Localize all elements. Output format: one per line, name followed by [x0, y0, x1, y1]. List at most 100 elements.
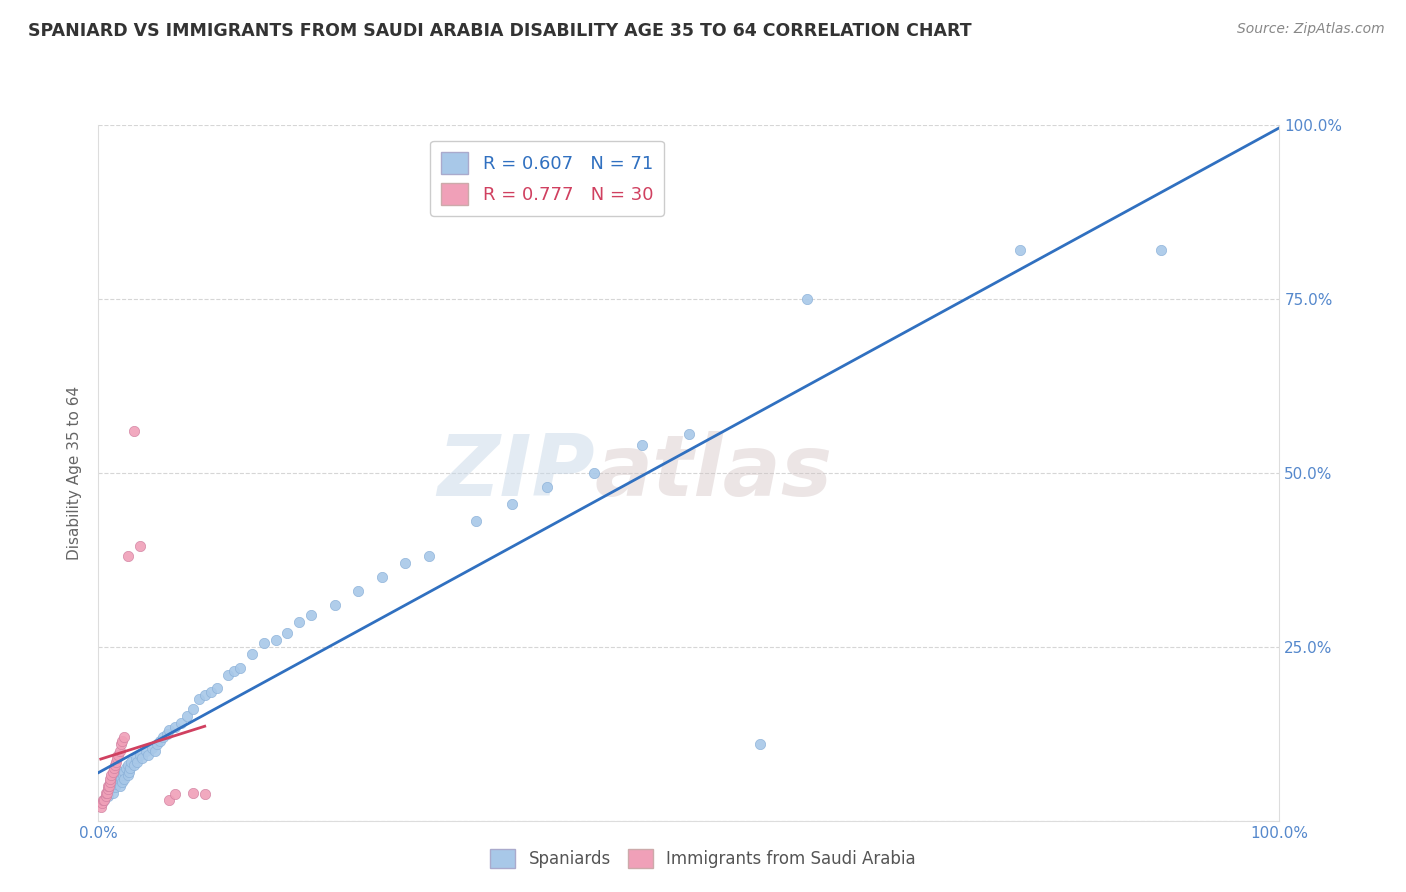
Point: [176, 709, 198, 723]
Point: [100, 768, 122, 782]
Point: [107, 768, 129, 782]
Point: [347, 584, 370, 599]
Point: [165, 787, 187, 801]
Point: [96, 786, 118, 800]
Point: [98, 779, 121, 793]
Point: [110, 737, 132, 751]
Point: [678, 427, 700, 442]
Point: [217, 667, 239, 681]
Point: [501, 497, 523, 511]
Point: [94, 789, 117, 804]
Point: [253, 636, 276, 650]
Point: [299, 608, 322, 623]
Point: [98, 772, 121, 786]
Point: [276, 625, 298, 640]
Point: [264, 632, 287, 647]
Point: [94, 786, 117, 800]
Text: SPANIARD VS IMMIGRANTS FROM SAUDI ARABIA DISABILITY AGE 35 TO 64 CORRELATION CHA: SPANIARD VS IMMIGRANTS FROM SAUDI ARABIA…: [28, 22, 972, 40]
Point: [156, 726, 179, 740]
Point: [118, 764, 141, 779]
Point: [371, 570, 394, 584]
Point: [91, 796, 114, 810]
Point: [101, 786, 124, 800]
Point: [135, 744, 157, 758]
Point: [110, 772, 132, 786]
Point: [181, 702, 204, 716]
Point: [104, 758, 127, 772]
Point: [97, 782, 120, 797]
Point: [108, 744, 131, 758]
Point: [205, 681, 228, 696]
Point: [98, 782, 121, 797]
Point: [101, 764, 124, 779]
Point: [187, 692, 209, 706]
Point: [112, 768, 135, 782]
Point: [1008, 243, 1031, 257]
Point: [117, 768, 139, 782]
Point: [111, 733, 134, 747]
Point: [107, 747, 129, 762]
Point: [93, 793, 115, 807]
Point: [170, 716, 193, 731]
Point: [105, 777, 128, 791]
Point: [157, 793, 180, 807]
Point: [125, 751, 148, 765]
Point: [128, 539, 150, 553]
Point: [122, 424, 145, 438]
Point: [97, 779, 120, 793]
Point: [98, 779, 121, 793]
Point: [93, 793, 115, 807]
Point: [796, 292, 818, 306]
Point: [394, 556, 416, 570]
Point: [122, 758, 145, 772]
Point: [194, 689, 217, 703]
Text: Source: ZipAtlas.com: Source: ZipAtlas.com: [1237, 22, 1385, 37]
Point: [157, 723, 180, 738]
Point: [136, 747, 159, 762]
Point: [152, 730, 174, 744]
Legend: Spaniards, Immigrants from Saudi Arabia: Spaniards, Immigrants from Saudi Arabia: [484, 843, 922, 875]
Point: [104, 780, 127, 795]
Point: [131, 751, 153, 765]
Point: [105, 772, 128, 786]
Point: [90, 799, 112, 814]
Point: [114, 761, 136, 775]
Point: [112, 730, 135, 744]
Point: [224, 664, 246, 678]
Point: [200, 685, 222, 699]
Point: [111, 775, 134, 789]
Point: [105, 773, 128, 788]
Point: [105, 755, 128, 769]
Text: atlas: atlas: [595, 431, 832, 515]
Point: [288, 615, 311, 630]
Point: [120, 761, 142, 775]
Point: [117, 758, 139, 772]
Point: [117, 549, 139, 564]
Point: [121, 755, 143, 769]
Point: [630, 438, 652, 452]
Point: [536, 480, 558, 494]
Text: ZIP: ZIP: [437, 431, 595, 515]
Point: [583, 466, 606, 480]
Point: [128, 747, 150, 762]
Point: [91, 793, 114, 807]
Point: [98, 775, 121, 789]
Point: [141, 740, 163, 755]
Point: [96, 786, 118, 800]
Point: [108, 764, 131, 779]
Point: [194, 787, 217, 801]
Point: [418, 549, 440, 564]
Point: [323, 598, 346, 612]
Point: [97, 789, 120, 804]
Point: [240, 647, 263, 661]
Point: [127, 755, 149, 769]
Point: [143, 744, 166, 758]
Point: [103, 761, 125, 775]
Point: [181, 786, 204, 800]
Point: [103, 775, 125, 789]
Point: [112, 764, 135, 779]
Y-axis label: Disability Age 35 to 64: Disability Age 35 to 64: [67, 385, 83, 560]
Point: [146, 737, 169, 751]
Point: [165, 720, 187, 734]
Legend: R = 0.607   N = 71, R = 0.777   N = 30: R = 0.607 N = 71, R = 0.777 N = 30: [430, 141, 664, 216]
